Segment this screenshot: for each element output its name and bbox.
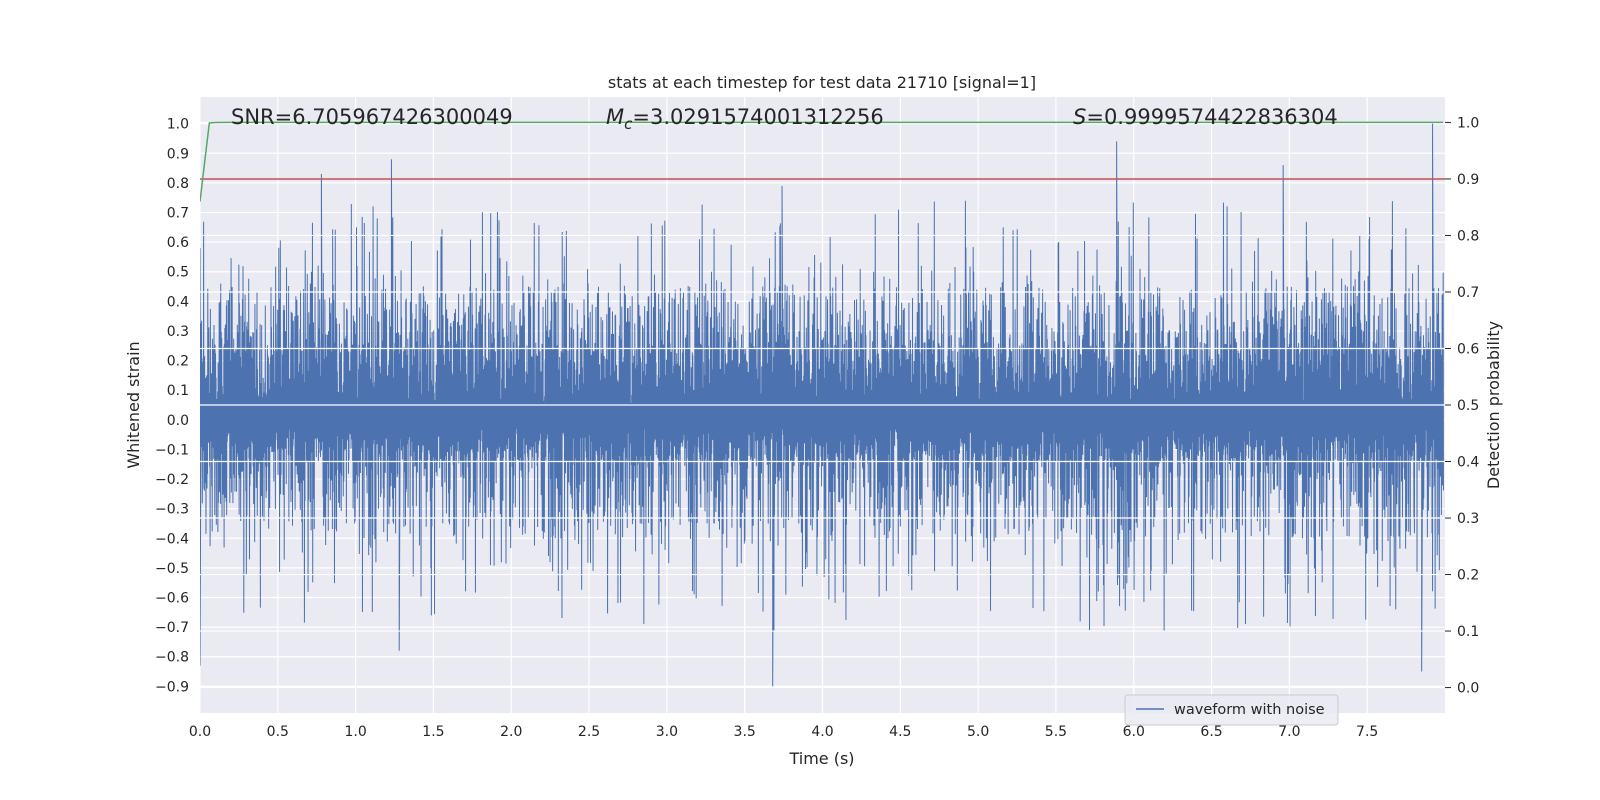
y-left-tick-label: −0.2 xyxy=(155,472,189,488)
x-tick-label: 3.5 xyxy=(734,724,756,740)
y-left-axis-ticks: 1.0 0.9 0.8 0.7 0.6 0.5 0.4 0.3 0.2 0.1 0.0 −0.1 −0.… xyxy=(155,117,189,696)
y-left-tick-label: −0.7 xyxy=(155,620,189,636)
y-right-axis-ticks: 1.0 0.9 0.8 0.7 0.6 0.5 0.4 0.3 0.2 0.1 0.0 xyxy=(1445,115,1479,697)
chirp-mass-annotation: Mc=3.0291574001312256 xyxy=(606,105,884,133)
chirp-mass-subscript: c xyxy=(624,115,633,133)
x-tick-label: 2.0 xyxy=(500,724,522,740)
x-tick-label: 7.0 xyxy=(1278,724,1300,740)
y-left-tick-label: 0.6 xyxy=(167,235,189,251)
x-tick-label: 1.5 xyxy=(422,724,444,740)
y-right-tick-label: 0.7 xyxy=(1457,285,1479,301)
legend: waveform with noise xyxy=(1124,694,1339,726)
y-right-tick-label: 0.9 xyxy=(1457,172,1479,188)
x-tick-label: 1.0 xyxy=(344,724,366,740)
y-left-tick-label: 0.2 xyxy=(167,354,189,370)
x-tick-label: 2.5 xyxy=(578,724,600,740)
y-left-tick-label: −0.4 xyxy=(155,531,189,547)
x-tick-label: 0.0 xyxy=(189,724,211,740)
x-axis-label: Time (s) xyxy=(788,749,854,768)
y-left-tick-label: −0.3 xyxy=(155,502,189,518)
y-right-tick-label: 1.0 xyxy=(1457,115,1479,131)
x-tick-label: 4.0 xyxy=(811,724,833,740)
chart-title: stats at each timestep for test data 217… xyxy=(608,73,1036,92)
y-right-tick-label: 0.4 xyxy=(1457,455,1479,471)
x-tick-label: 5.5 xyxy=(1045,724,1067,740)
y-right-tick-label: 0.6 xyxy=(1457,341,1479,357)
legend-label-waveform: waveform with noise xyxy=(1174,702,1325,718)
y-left-tick-label: 0.5 xyxy=(167,265,189,281)
y-right-tick-label: 0.1 xyxy=(1457,624,1479,640)
x-axis-ticks: 0.0 0.5 1.0 1.5 2.0 2.5 3.0 3.5 4.0 4.5 5.0 5.5 6.0 6… xyxy=(189,724,1378,740)
x-tick-label: 6.0 xyxy=(1123,724,1145,740)
y-left-tick-label: −0.1 xyxy=(155,442,189,458)
y-left-tick-label: −0.5 xyxy=(155,561,189,577)
x-tick-label: 5.0 xyxy=(967,724,989,740)
chirp-mass-value: =3.0291574001312256 xyxy=(632,105,883,129)
legend-box xyxy=(1124,694,1339,726)
waveform-series-line xyxy=(200,123,1444,687)
probability-series-line xyxy=(200,121,1444,202)
y-left-tick-label: −0.9 xyxy=(155,679,189,695)
y-right-axis-label: Detection probability xyxy=(1484,321,1503,489)
y-left-tick-label: 0.4 xyxy=(167,294,189,310)
y-left-axis-label: Whitened strain xyxy=(124,341,143,468)
y-left-tick-label: 0.9 xyxy=(167,146,189,162)
y-left-tick-label: 0.8 xyxy=(167,176,189,192)
score-symbol: S xyxy=(1073,105,1086,129)
chirp-mass-symbol: M xyxy=(606,105,624,129)
y-right-tick-label: 0.2 xyxy=(1457,568,1479,584)
x-tick-label: 7.5 xyxy=(1356,724,1378,740)
y-left-tick-label: 1.0 xyxy=(167,117,189,133)
x-tick-label: 4.5 xyxy=(889,724,911,740)
score-annotation: S=0.9999574422836304 xyxy=(1073,105,1338,129)
y-right-tick-label: 0.3 xyxy=(1457,511,1479,527)
x-tick-label: 0.5 xyxy=(267,724,289,740)
x-tick-label: 6.5 xyxy=(1200,724,1222,740)
y-left-tick-label: 0.7 xyxy=(167,206,189,222)
y-right-tick-label: 0.0 xyxy=(1457,681,1479,697)
y-right-tick-label: 0.8 xyxy=(1457,228,1479,244)
score-value: =0.9999574422836304 xyxy=(1086,105,1337,129)
y-left-tick-label: 0.0 xyxy=(167,413,189,429)
snr-annotation: SNR=6.705967426300049 xyxy=(231,105,513,129)
y-left-tick-label: −0.8 xyxy=(155,650,189,666)
x-tick-label: 3.0 xyxy=(656,724,678,740)
y-left-tick-label: 0.1 xyxy=(167,383,189,399)
y-left-tick-label: 0.3 xyxy=(167,324,189,340)
y-left-tick-label: −0.6 xyxy=(155,591,189,607)
y-right-tick-label: 0.5 xyxy=(1457,398,1479,414)
